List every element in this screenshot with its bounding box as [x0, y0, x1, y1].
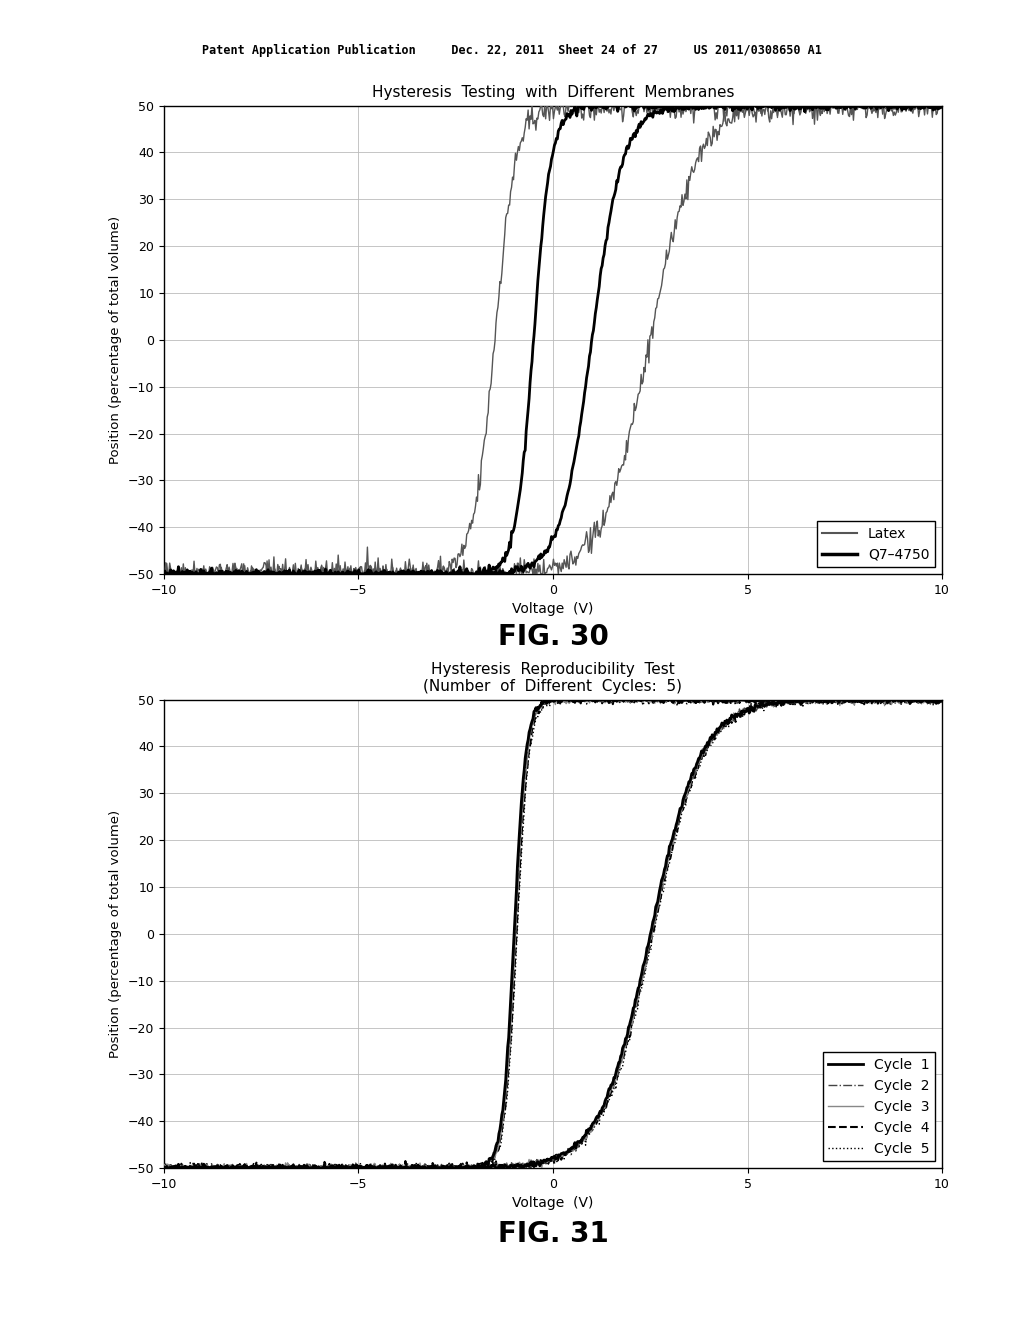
Legend: Cycle  1, Cycle  2, Cycle  3, Cycle  4, Cycle  5: Cycle 1, Cycle 2, Cycle 3, Cycle 4, Cycl… — [822, 1052, 935, 1162]
Text: FIG. 30: FIG. 30 — [498, 623, 608, 651]
Text: FIG. 31: FIG. 31 — [498, 1220, 608, 1247]
Y-axis label: Position (percentage of total volume): Position (percentage of total volume) — [110, 216, 122, 463]
Text: Patent Application Publication     Dec. 22, 2011  Sheet 24 of 27     US 2011/030: Patent Application Publication Dec. 22, … — [202, 44, 822, 57]
X-axis label: Voltage  (V): Voltage (V) — [512, 1196, 594, 1210]
Title: Hysteresis  Testing  with  Different  Membranes: Hysteresis Testing with Different Membra… — [372, 86, 734, 100]
Title: Hysteresis  Reproducibility  Test
(Number  of  Different  Cycles:  5): Hysteresis Reproducibility Test (Number … — [424, 661, 682, 694]
Y-axis label: Position (percentage of total volume): Position (percentage of total volume) — [110, 810, 122, 1057]
X-axis label: Voltage  (V): Voltage (V) — [512, 602, 594, 616]
Legend: Latex, Q7–4750: Latex, Q7–4750 — [817, 521, 935, 568]
